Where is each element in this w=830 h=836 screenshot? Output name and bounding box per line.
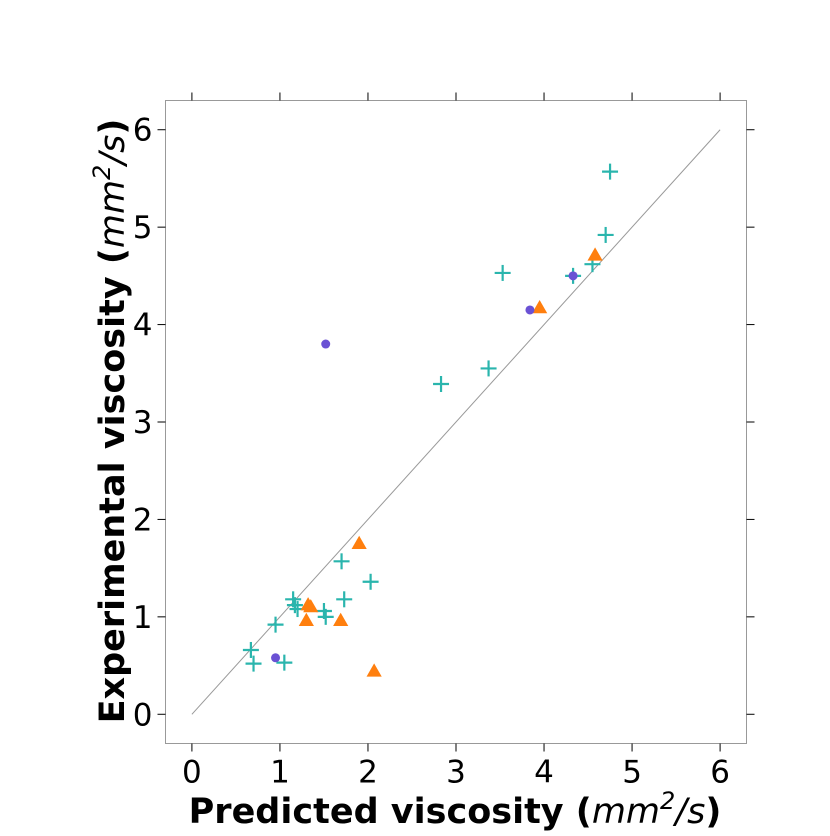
data-point-plus — [362, 573, 379, 590]
data-point-plus — [242, 641, 259, 658]
y-axis-label: Experimental viscosity — [93, 276, 133, 723]
y-tick-label: 3 — [133, 405, 153, 441]
data-point-triangle — [303, 599, 319, 613]
data-point-triangle — [366, 663, 382, 677]
data-point-plus — [494, 264, 511, 281]
x-tick-label: 4 — [534, 755, 554, 791]
x-axis-unit-exponent: 2 — [660, 787, 675, 815]
y-tick-label: 2 — [133, 502, 153, 538]
y-axis-unit-suffix: /s — [93, 135, 133, 168]
y-axis-title: Experimental viscosity (mm2/s) — [88, 119, 133, 724]
x-axis-label: Predicted viscosity — [189, 792, 564, 832]
x-tick-label: 0 — [182, 755, 202, 791]
data-point-layer — [242, 163, 619, 677]
data-point-triangle — [333, 612, 349, 626]
x-tick-label: 5 — [622, 755, 642, 791]
y-tick-label: 1 — [133, 600, 153, 636]
x-tick-label: 3 — [446, 755, 466, 791]
data-point-plus — [317, 608, 334, 625]
y-axis-unit-base: mm — [93, 180, 133, 248]
data-point-triangle — [351, 535, 367, 549]
data-point-circle — [568, 271, 578, 281]
data-point-plus — [602, 163, 619, 180]
data-point-triangle — [587, 247, 603, 261]
data-point-circle — [525, 305, 535, 315]
tick-layer: 0 1 2 3 4 5 6 0 1 2 3 4 5 6 — [133, 92, 755, 791]
x-tick-label: 1 — [270, 755, 290, 791]
data-point-circle — [271, 653, 281, 663]
data-point-plus — [333, 553, 350, 570]
data-point-triangle — [532, 300, 548, 314]
data-point-circle — [321, 339, 331, 349]
data-point-plus — [597, 226, 614, 243]
y-tick-label: 5 — [133, 210, 153, 246]
data-point-triangle — [298, 612, 314, 626]
data-point-plus — [336, 591, 353, 608]
reference-line-layer — [191, 129, 721, 715]
x-axis-unit-base: mm — [592, 792, 660, 832]
x-tick-label: 6 — [710, 755, 730, 791]
reference-line — [191, 129, 721, 715]
data-point-plus — [286, 597, 303, 614]
data-point-plus — [276, 654, 293, 671]
data-point-plus — [267, 616, 284, 633]
data-point-plus — [245, 655, 262, 672]
x-axis-title: Predicted viscosity (mm2/s) — [189, 787, 722, 832]
y-tick-label: 6 — [133, 113, 153, 149]
x-tick-label: 2 — [358, 755, 378, 791]
y-tick-label: 0 — [133, 697, 153, 733]
x-axis-unit-suffix: /s — [672, 792, 705, 832]
y-tick-label: 4 — [133, 308, 153, 344]
data-point-plus — [480, 360, 497, 377]
y-axis-unit-exponent: 2 — [88, 165, 116, 180]
data-point-plus — [433, 376, 450, 393]
